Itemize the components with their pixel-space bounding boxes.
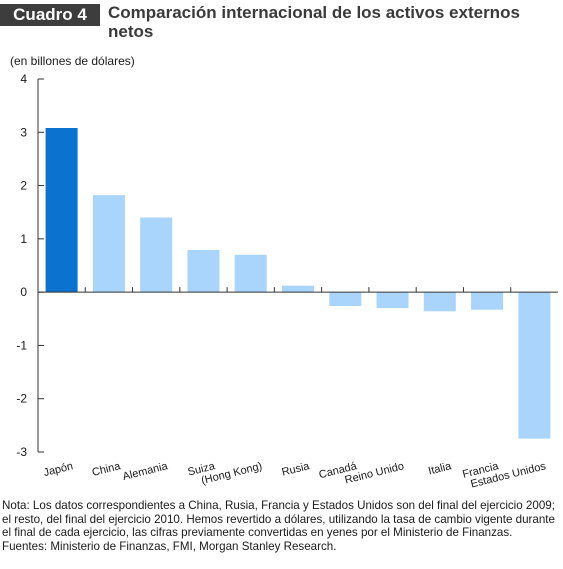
x-labels-group: Japón China Alemania Suiza(Hong Kong) Rusia C…	[42, 460, 547, 490]
x-category-label-1: Japón	[42, 460, 74, 479]
bar-9	[423, 292, 456, 312]
footnote-note: Nota: Los datos correspondientes a China…	[2, 499, 555, 539]
x-category-label-3: Alemania	[122, 460, 170, 483]
y-tick-label-3: 2	[20, 179, 27, 193]
y-tick-label-5: 0	[20, 285, 27, 299]
x-category-label-2: China	[91, 460, 123, 479]
x-category-label-6: Rusia	[281, 460, 312, 479]
bar-2	[92, 195, 125, 293]
bar-4	[187, 250, 220, 293]
bar-3	[140, 217, 173, 293]
bar-8	[376, 292, 409, 309]
bar-11	[518, 292, 551, 439]
footnote-sources: Fuentes: Ministerio de Finanzas, FMI, Mo…	[2, 539, 337, 553]
y-tick-label-7: -2	[16, 392, 27, 406]
footnote: Nota: Los datos correspondientes a China…	[2, 499, 562, 553]
bar-10	[471, 292, 504, 310]
y-tick-label-8: -3	[16, 445, 27, 459]
bar-6	[282, 285, 314, 293]
y-ticks-group: 4 3 2 1 0 -1 -2 -3	[16, 72, 44, 459]
y-tick-label-4: 1	[20, 232, 27, 246]
bars-group	[45, 128, 551, 439]
axes-group	[37, 79, 558, 452]
y-tick-label-1: 4	[20, 72, 27, 86]
y-tick-label-6: -1	[16, 338, 27, 352]
y-tick-label-2: 3	[20, 125, 27, 139]
chart-title: Comparación internacional de los activos…	[108, 3, 520, 41]
x-category-label-9: Italia	[427, 460, 453, 477]
figure-badge: Cuadro 4	[0, 4, 100, 26]
bar-5	[234, 254, 267, 293]
bar-7	[329, 292, 362, 306]
y-axis-unit-label: (en billones de dólares)	[10, 54, 135, 68]
chart-header: Cuadro 4 Comparación internacional de lo…	[0, 3, 563, 44]
bar-1	[45, 128, 78, 293]
